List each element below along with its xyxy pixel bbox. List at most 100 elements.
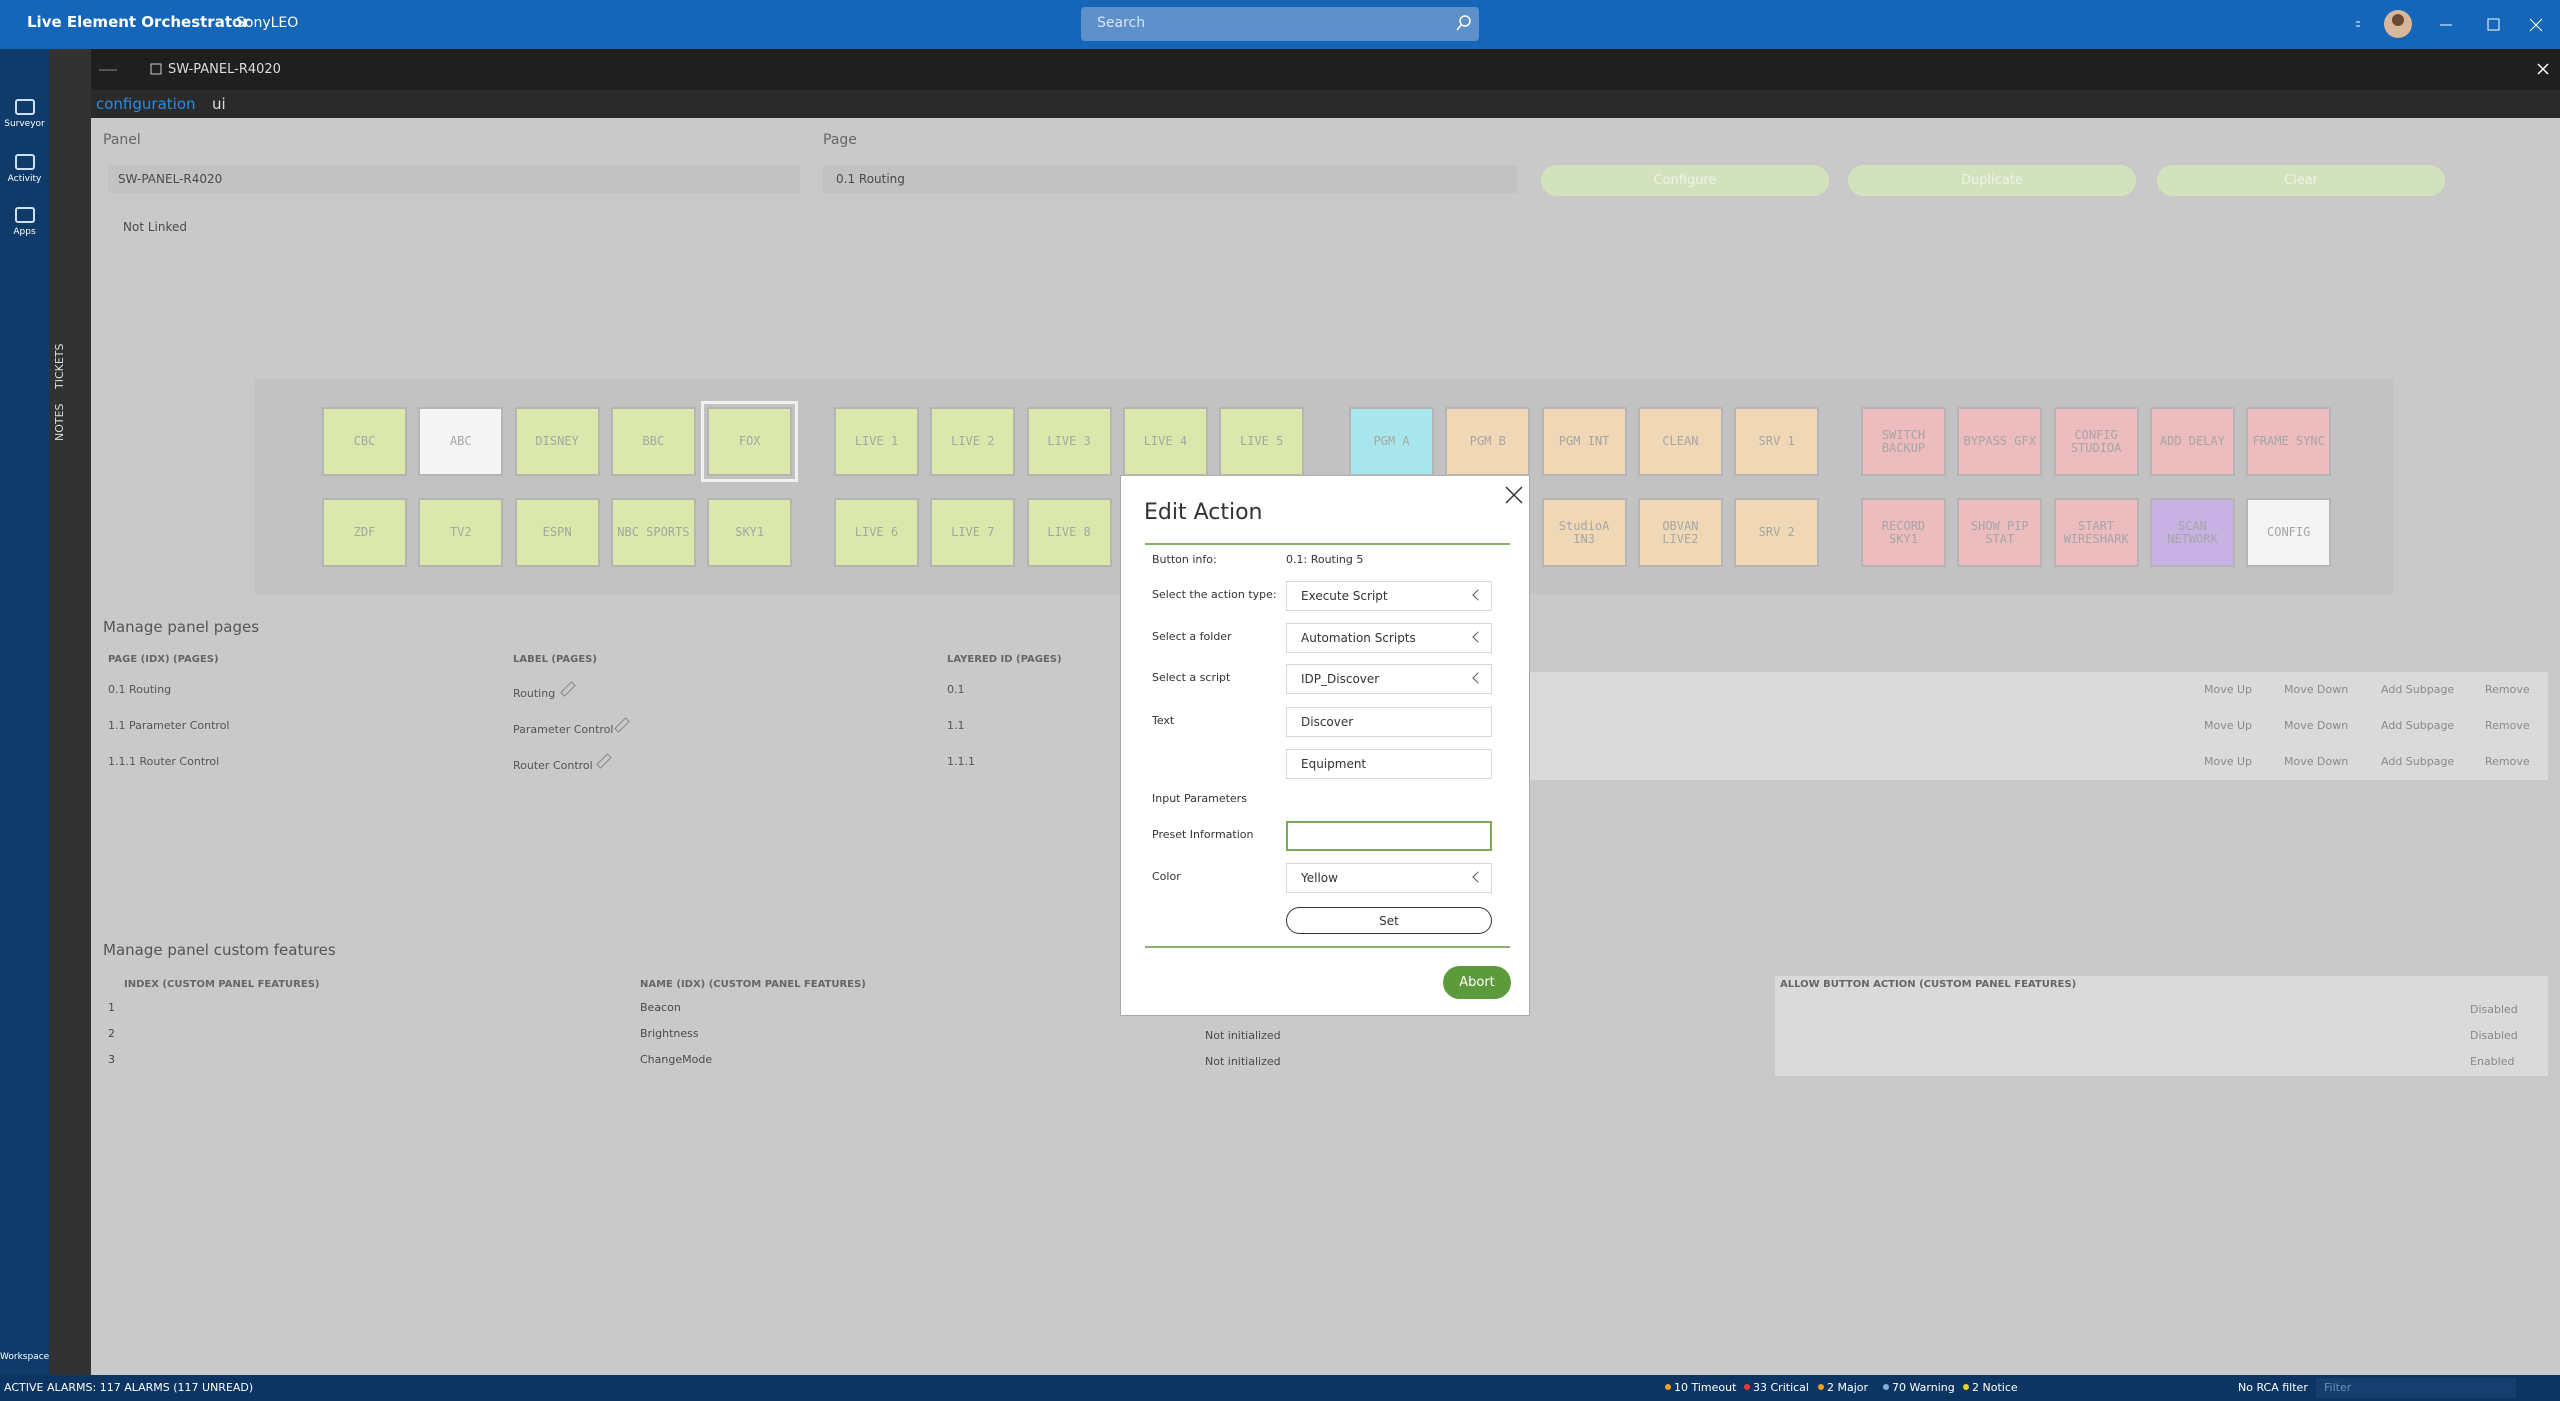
clear-icon[interactable] [753,170,767,184]
panel-button[interactable]: LIVE 6 [834,498,919,567]
panel-button[interactable]: LIVE 2 [930,407,1016,476]
cell[interactable]: Enabled [2470,1055,2515,1068]
panel-button[interactable]: DISNEY [514,407,600,476]
row-action[interactable]: Move Down [2284,719,2349,732]
panel-button[interactable]: ADD DELAY [2149,407,2235,476]
panel-button[interactable]: CBC [322,407,407,476]
status-bar: ACTIVE ALARMS: 117 ALARMS (117 UNREAD) 10… [0,1375,2560,1401]
column-header[interactable]: INDEX (CUSTOM PANEL FEATURES) [124,979,320,990]
column-header[interactable]: PAGE (IDX) (PAGES) [108,654,219,665]
alarm-dot [1883,1384,1889,1390]
cell[interactable]: Disabled [2470,1029,2518,1042]
panel-button[interactable]: TV2 [418,498,504,567]
alarm-counter[interactable]: 2 Notice [1972,1381,2018,1394]
row-action[interactable]: Add Subpage [2381,683,2455,696]
row-action[interactable]: Move Down [2284,755,2349,768]
edit-icon[interactable] [596,753,612,769]
panel-button[interactable]: StudioA IN3 [1541,498,1627,567]
panel-button[interactable]: LIVE 8 [1026,498,1112,567]
filter-placeholder[interactable]: Filter [2324,1381,2352,1394]
field[interactable]: IDP_Discover [1286,664,1492,694]
field[interactable] [1286,821,1492,851]
edit-icon[interactable] [560,681,576,697]
field[interactable]: Yellow [1286,863,1492,893]
row-action[interactable]: Move Down [2284,683,2349,696]
panel-button[interactable]: PGM A [1349,407,1434,476]
column-header[interactable]: LABEL (PAGES) [513,654,597,665]
set-button[interactable]: Set [1286,907,1492,934]
panel-button[interactable]: CLEAN [1637,407,1723,476]
panel-button[interactable]: RECORD SKY1 [1861,498,1946,567]
row-action[interactable]: Add Subpage [2381,719,2455,732]
panel-button[interactable]: LIVE 7 [930,498,1016,567]
panel-button[interactable]: LIVE 1 [834,407,919,476]
search-placeholder[interactable]: Search [1097,15,1146,31]
action-button[interactable]: Clear [2157,165,2445,196]
panel-button[interactable]: SWITCH BACKUP [1861,407,1946,476]
panel-button[interactable]: SRV 2 [1734,498,1820,567]
row-action[interactable]: Move Up [2204,683,2253,696]
column-header[interactable]: NAME (IDX) (CUSTOM PANEL FEATURES) [640,979,866,990]
dialog-close[interactable] [1503,484,1525,506]
action-button[interactable]: Duplicate [1848,165,2136,196]
vertical-tab[interactable]: NOTES [53,403,66,441]
filter-box[interactable] [2316,1378,2516,1398]
alarm-counter[interactable]: 10 Timeout [1674,1381,1737,1394]
panel-button[interactable]: BBC [610,407,696,476]
alarms-summary[interactable]: ACTIVE ALARMS: 117 ALARMS (117 UNREAD) [4,1381,254,1394]
panel-button[interactable]: OBVAN LIVE2 [1637,498,1723,567]
field[interactable]: Execute Script [1286,581,1492,611]
tab[interactable]: configuration [96,95,196,113]
panel-button[interactable]: LIVE 3 [1026,407,1112,476]
panel-button[interactable]: START WIRESHARK [2053,498,2139,567]
row-action[interactable]: Move Up [2204,755,2253,768]
panel-button[interactable]: ABC [418,407,504,476]
alarm-counter[interactable]: 70 Warning [1892,1381,1955,1394]
cell[interactable]: Disabled [2470,1003,2518,1016]
alarm-counter[interactable]: 2 Major [1827,1381,1869,1394]
column-header[interactable]: ALLOW BUTTON ACTION (CUSTOM PANEL FEATUR… [1780,979,2077,990]
edit-icon[interactable] [614,717,630,733]
panel-button[interactable]: SRV 1 [1734,407,1820,476]
row-action[interactable]: Add Subpage [2381,755,2455,768]
alarm-counter[interactable]: 33 Critical [1753,1381,1809,1394]
window-controls[interactable] [2340,8,2555,42]
nav-item[interactable]: Activity [7,174,42,184]
field[interactable]: Equipment [1286,749,1492,779]
nav-item[interactable]: Apps [13,227,36,237]
row-action[interactable]: Remove [2485,683,2530,696]
abort-button[interactable]: Abort [1443,966,1511,999]
vertical-tab[interactable]: TICKETS [53,343,66,389]
panel-button[interactable]: LIVE 4 [1122,407,1208,476]
panel-button[interactable]: CONFIG STUDIOA [2053,407,2139,476]
panel-button[interactable]: CONFIG [2246,498,2332,567]
panel-button[interactable]: BYPASS GFX [1957,407,2043,476]
panel-button[interactable]: SHOW PIP STAT [1957,498,2043,567]
panel-field[interactable] [108,165,800,193]
search-box[interactable] [1081,7,1479,41]
row-action[interactable]: Remove [2485,755,2530,768]
field[interactable]: Discover [1286,707,1492,737]
field[interactable]: Automation Scripts [1286,623,1492,653]
panel-button[interactable]: FOX [701,401,799,482]
action-button[interactable]: Configure [1541,165,1829,196]
panel-button[interactable]: PGM B [1445,407,1531,476]
clear-icon[interactable] [1471,170,1485,184]
nav-item[interactable]: Workspace [0,1352,50,1362]
panel-button[interactable]: LIVE 5 [1219,407,1305,476]
tab[interactable]: ui [212,95,226,113]
panel-button[interactable]: ZDF [322,498,407,567]
panel-button[interactable]: SCAN NETWORK [2149,498,2235,567]
rca-filter[interactable]: No RCA filter [2238,1381,2308,1394]
column-header[interactable]: LAYERED ID (PAGES) [947,654,1062,665]
document-tab[interactable]: SW-PANEL-R4020 [168,62,281,77]
row-action[interactable]: Move Up [2204,719,2253,732]
nav-item[interactable]: Surveyor [4,119,45,129]
page-field[interactable] [823,165,1518,193]
row-action[interactable]: Remove [2485,719,2530,732]
panel-button[interactable]: ESPN [514,498,600,567]
panel-button[interactable]: NBC SPORTS [610,498,696,567]
panel-button[interactable]: SKY1 [707,498,793,567]
panel-button[interactable]: FRAME SYNC [2246,407,2332,476]
panel-button[interactable]: PGM INT [1541,407,1627,476]
